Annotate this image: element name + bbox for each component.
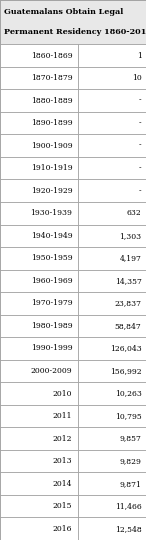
- Text: 10: 10: [132, 74, 142, 82]
- Text: 1: 1: [137, 51, 142, 59]
- Bar: [0, 360, 78, 382]
- Text: 2010: 2010: [53, 389, 72, 397]
- Bar: [0, 67, 78, 89]
- Text: 2012: 2012: [53, 435, 72, 443]
- Bar: [0, 517, 78, 540]
- Text: -: -: [139, 187, 142, 195]
- Bar: [0, 247, 78, 269]
- Bar: [0, 157, 78, 179]
- Text: 632: 632: [127, 210, 142, 217]
- Text: 1900-1909: 1900-1909: [31, 141, 72, 150]
- Text: 1870-1879: 1870-1879: [31, 74, 72, 82]
- Text: -: -: [139, 164, 142, 172]
- Bar: [0, 179, 78, 202]
- Bar: [78, 225, 146, 247]
- Text: -: -: [139, 119, 142, 127]
- Bar: [0, 44, 78, 67]
- Bar: [0, 315, 78, 337]
- Text: 2011: 2011: [53, 412, 72, 420]
- Text: 4,197: 4,197: [120, 254, 142, 262]
- Bar: [78, 112, 146, 134]
- Bar: [78, 495, 146, 517]
- Text: 1890-1899: 1890-1899: [31, 119, 72, 127]
- Text: 126,043: 126,043: [110, 345, 142, 353]
- Bar: [78, 382, 146, 405]
- Bar: [78, 89, 146, 112]
- Bar: [78, 427, 146, 450]
- Text: -: -: [139, 97, 142, 105]
- Bar: [0, 405, 78, 427]
- Bar: [78, 472, 146, 495]
- Text: 58,847: 58,847: [115, 322, 142, 330]
- Bar: [0, 472, 78, 495]
- Bar: [78, 337, 146, 360]
- Text: 1990-1999: 1990-1999: [31, 345, 72, 353]
- Text: 14,357: 14,357: [115, 277, 142, 285]
- Bar: [0, 450, 78, 472]
- Bar: [0, 337, 78, 360]
- Text: 2000-2009: 2000-2009: [31, 367, 72, 375]
- Text: 156,992: 156,992: [110, 367, 142, 375]
- Text: 1930-1939: 1930-1939: [30, 210, 72, 217]
- Bar: [0, 292, 78, 315]
- Text: 1980-1989: 1980-1989: [31, 322, 72, 330]
- Text: 1970-1979: 1970-1979: [31, 299, 72, 307]
- Text: 1960-1969: 1960-1969: [31, 277, 72, 285]
- Bar: [78, 315, 146, 337]
- Bar: [0, 427, 78, 450]
- Bar: [0, 0, 146, 44]
- Text: 11,466: 11,466: [115, 502, 142, 510]
- Bar: [0, 134, 78, 157]
- Text: 9,857: 9,857: [120, 435, 142, 443]
- Text: 2014: 2014: [53, 480, 72, 488]
- Text: Permanent Residency 1860-2016: Permanent Residency 1860-2016: [4, 28, 146, 36]
- Bar: [78, 157, 146, 179]
- Text: 1940-1949: 1940-1949: [31, 232, 72, 240]
- Bar: [78, 44, 146, 67]
- Text: 23,837: 23,837: [115, 299, 142, 307]
- Bar: [78, 202, 146, 225]
- Bar: [78, 517, 146, 540]
- Bar: [0, 269, 78, 292]
- Text: 10,795: 10,795: [115, 412, 142, 420]
- Text: 2013: 2013: [53, 457, 72, 465]
- Bar: [78, 269, 146, 292]
- Bar: [78, 134, 146, 157]
- Bar: [0, 202, 78, 225]
- Text: Guatemalans Obtain Legal: Guatemalans Obtain Legal: [4, 9, 124, 16]
- Text: 2016: 2016: [53, 525, 72, 533]
- Text: 10,263: 10,263: [115, 389, 142, 397]
- Bar: [0, 495, 78, 517]
- Text: 1950-1959: 1950-1959: [31, 254, 72, 262]
- Bar: [78, 179, 146, 202]
- Text: 1920-1929: 1920-1929: [31, 187, 72, 195]
- Text: -: -: [139, 141, 142, 150]
- Text: 9,829: 9,829: [120, 457, 142, 465]
- Bar: [0, 89, 78, 112]
- Text: 9,871: 9,871: [120, 480, 142, 488]
- Bar: [0, 225, 78, 247]
- Bar: [78, 405, 146, 427]
- Text: 1910-1919: 1910-1919: [31, 164, 72, 172]
- Text: 12,548: 12,548: [115, 525, 142, 533]
- Text: 2015: 2015: [53, 502, 72, 510]
- Text: 1,303: 1,303: [119, 232, 142, 240]
- Bar: [78, 247, 146, 269]
- Bar: [78, 450, 146, 472]
- Bar: [78, 360, 146, 382]
- Bar: [0, 112, 78, 134]
- Bar: [78, 292, 146, 315]
- Bar: [78, 67, 146, 89]
- Text: 1860-1869: 1860-1869: [31, 51, 72, 59]
- Bar: [0, 382, 78, 405]
- Text: 1880-1889: 1880-1889: [31, 97, 72, 105]
